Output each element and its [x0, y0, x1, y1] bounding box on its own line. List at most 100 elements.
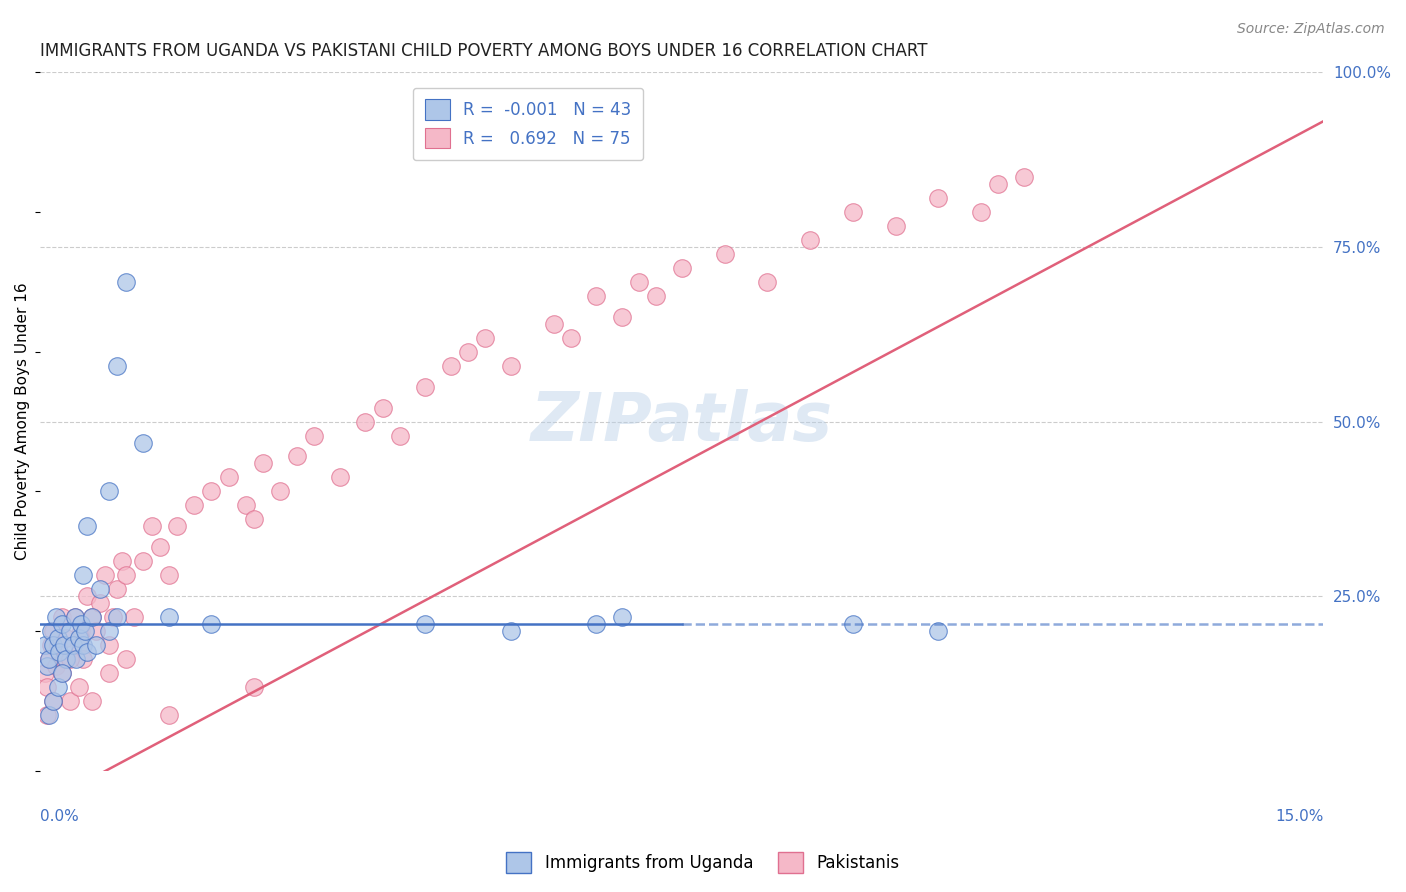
- Point: [115, 568, 138, 582]
- Point: [53, 638, 76, 652]
- Point: [42, 624, 65, 638]
- Text: Source: ZipAtlas.com: Source: ZipAtlas.com: [1237, 22, 1385, 37]
- Point: [89, 582, 111, 596]
- Point: [499, 359, 522, 373]
- Point: [89, 596, 111, 610]
- Point: [72, 568, 94, 582]
- Point: [97, 484, 120, 499]
- Y-axis label: Child Poverty Among Boys Under 16: Child Poverty Among Boys Under 16: [15, 283, 30, 560]
- Point: [37, 659, 59, 673]
- Point: [115, 652, 138, 666]
- Point: [59, 624, 82, 638]
- Point: [59, 652, 82, 666]
- Point: [55, 652, 77, 666]
- Point: [46, 638, 69, 652]
- Point: [70, 624, 93, 638]
- Point: [157, 568, 180, 582]
- Point: [73, 624, 96, 638]
- Point: [560, 331, 582, 345]
- Point: [84, 624, 107, 638]
- Point: [63, 610, 86, 624]
- Point: [105, 359, 128, 373]
- Point: [987, 177, 1010, 191]
- Point: [84, 638, 107, 652]
- Point: [67, 680, 90, 694]
- Point: [42, 638, 65, 652]
- Point: [141, 519, 163, 533]
- Point: [72, 652, 94, 666]
- Point: [799, 233, 821, 247]
- Point: [499, 624, 522, 638]
- Point: [585, 289, 607, 303]
- Point: [585, 617, 607, 632]
- Point: [59, 694, 82, 708]
- Point: [269, 484, 291, 499]
- Point: [72, 638, 94, 652]
- Point: [149, 541, 172, 555]
- Point: [645, 289, 668, 303]
- Point: [243, 512, 266, 526]
- Point: [80, 610, 103, 624]
- Point: [48, 645, 70, 659]
- Point: [457, 344, 479, 359]
- Point: [354, 415, 377, 429]
- Point: [157, 707, 180, 722]
- Point: [93, 568, 115, 582]
- Point: [610, 310, 633, 324]
- Point: [38, 652, 60, 666]
- Point: [440, 359, 463, 373]
- Point: [413, 617, 436, 632]
- Point: [756, 275, 779, 289]
- Point: [105, 582, 128, 596]
- Point: [610, 610, 633, 624]
- Point: [46, 631, 69, 645]
- Point: [63, 610, 86, 624]
- Point: [713, 247, 735, 261]
- Point: [200, 617, 222, 632]
- Text: ZIPatlas: ZIPatlas: [531, 389, 832, 455]
- Point: [42, 694, 65, 708]
- Point: [70, 617, 93, 632]
- Point: [842, 617, 865, 632]
- Point: [543, 317, 565, 331]
- Point: [628, 275, 651, 289]
- Point: [76, 589, 98, 603]
- Point: [183, 499, 205, 513]
- Point: [38, 652, 60, 666]
- Legend: R =  -0.001   N = 43, R =   0.692   N = 75: R = -0.001 N = 43, R = 0.692 N = 75: [413, 87, 643, 160]
- Point: [285, 450, 308, 464]
- Point: [37, 680, 59, 694]
- Point: [34, 665, 56, 680]
- Point: [884, 219, 907, 233]
- Point: [671, 260, 693, 275]
- Text: IMMIGRANTS FROM UGANDA VS PAKISTANI CHILD POVERTY AMONG BOYS UNDER 16 CORRELATIO: IMMIGRANTS FROM UGANDA VS PAKISTANI CHIL…: [41, 42, 928, 60]
- Text: 15.0%: 15.0%: [1275, 809, 1323, 824]
- Point: [132, 554, 155, 568]
- Point: [53, 652, 76, 666]
- Text: 0.0%: 0.0%: [41, 809, 79, 824]
- Point: [45, 610, 67, 624]
- Point: [302, 428, 325, 442]
- Point: [97, 624, 120, 638]
- Point: [80, 694, 103, 708]
- Point: [132, 435, 155, 450]
- Point: [34, 638, 56, 652]
- Point: [51, 665, 73, 680]
- Point: [101, 610, 124, 624]
- Point: [51, 617, 73, 632]
- Point: [76, 645, 98, 659]
- Point: [115, 275, 138, 289]
- Point: [97, 638, 120, 652]
- Point: [67, 638, 90, 652]
- Point: [97, 665, 120, 680]
- Point: [842, 205, 865, 219]
- Point: [105, 610, 128, 624]
- Point: [39, 638, 62, 652]
- Point: [200, 484, 222, 499]
- Point: [76, 519, 98, 533]
- Point: [65, 652, 87, 666]
- Point: [218, 470, 240, 484]
- Point: [243, 680, 266, 694]
- Point: [55, 631, 77, 645]
- Point: [46, 680, 69, 694]
